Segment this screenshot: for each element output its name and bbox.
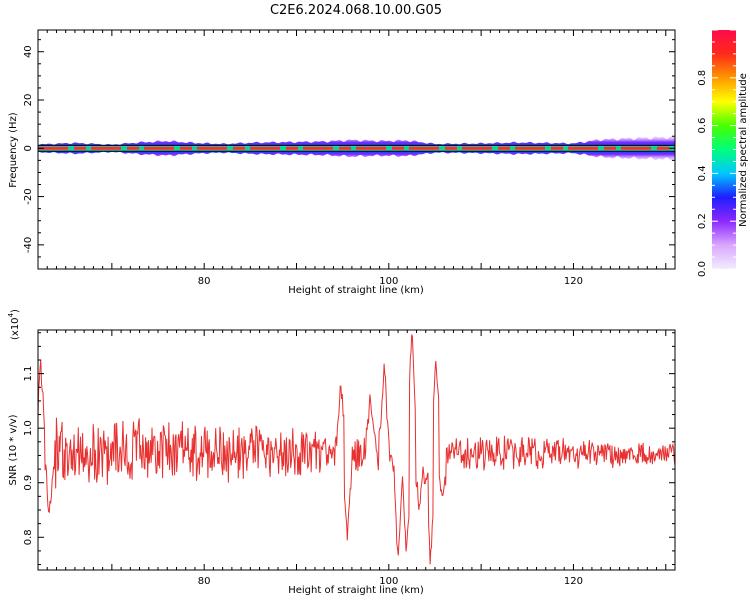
- spectrogram-y-ticks: 40 20 0 -20 -40: [23, 39, 675, 270]
- x-tick-label: 80: [198, 576, 211, 587]
- colorbar-gradient: [712, 30, 736, 269]
- y-tick-label: 0: [23, 145, 34, 151]
- spectrogram-panel: 80 100 120 40 20 0 -20 -40 Height of straight …: [8, 29, 676, 296]
- spectrogram-x-axis-label: Height of straight line (km): [288, 285, 424, 296]
- y-tick-label: 20: [23, 94, 34, 107]
- snr-x-ticks: 80 100 120: [37, 330, 676, 587]
- spectral-band: [38, 135, 675, 161]
- y-tick-label: 1.0: [23, 420, 34, 436]
- y-tick-label: 0.9: [23, 475, 34, 491]
- snr-panel: 80 100 120 0.8 0.9 1.0 1.1 Height of straight…: [7, 309, 676, 596]
- snr-y-ticks: 0.8 0.9 1.0 1.1: [23, 332, 675, 566]
- svg-text:(x104): (x104): [7, 309, 21, 340]
- colorbar-tick-label: 0.0: [697, 261, 708, 277]
- x-tick-label: 80: [198, 276, 211, 287]
- snr-multiplier: (x104): [7, 309, 21, 340]
- snr-frame: [37, 329, 676, 571]
- snr-series-line: [38, 334, 675, 565]
- colorbar-tick-label: 0.6: [697, 118, 708, 134]
- colorbar-tick-label: 0.2: [697, 213, 708, 229]
- x-tick-label: 120: [564, 576, 583, 587]
- figure-title: C2E6.2024.068.10.00.G05: [270, 3, 442, 18]
- snr-multiplier-text: (x10: [10, 317, 21, 340]
- snr-multiplier-exponent: 4: [7, 312, 15, 317]
- snr-x-axis-label: Height of straight line (km): [288, 585, 424, 596]
- colorbar-ticks: 0.0 0.2 0.4 0.6 0.8: [697, 29, 736, 277]
- colorbar-tick-label: 0.8: [697, 70, 708, 86]
- spectrogram-y-axis-label: Frequency (Hz): [8, 112, 19, 188]
- y-tick-label: 40: [23, 45, 34, 58]
- x-tick-label: 100: [379, 576, 398, 587]
- snr-y-axis-label: SNR (10 * v/v): [8, 414, 19, 485]
- colorbar-tick-label: 0.4: [697, 165, 708, 181]
- y-tick-label: -40: [23, 237, 34, 253]
- x-tick-label: 100: [379, 276, 398, 287]
- spectrogram-x-ticks: 80 100 120: [37, 30, 676, 287]
- colorbar-label: Normalized spectral amplitude: [738, 73, 749, 227]
- x-tick-label: 120: [564, 276, 583, 287]
- y-tick-label: 1.1: [23, 366, 34, 382]
- spectrogram-frame: [37, 29, 676, 270]
- colorbar: 0.0 0.2 0.4 0.6 0.8 Normalized spectral ampl…: [697, 29, 749, 277]
- y-tick-label: -20: [23, 188, 34, 204]
- y-tick-label: 0.8: [23, 529, 34, 545]
- snr-multiplier-close: ): [10, 309, 21, 313]
